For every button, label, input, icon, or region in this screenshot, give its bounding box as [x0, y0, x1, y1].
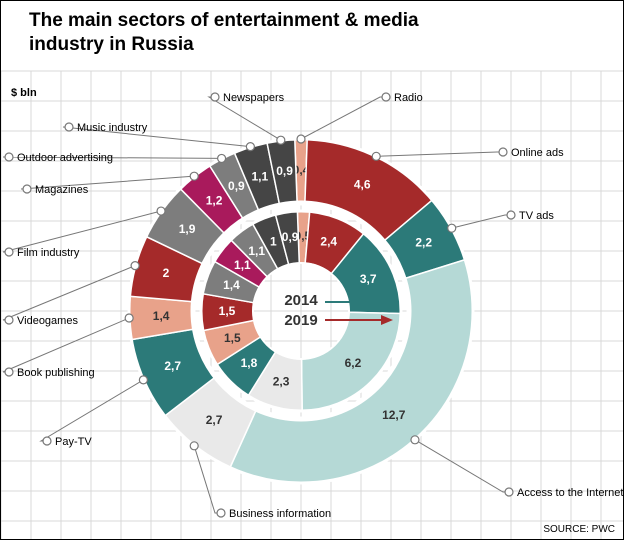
inner-value: 3,7: [360, 272, 377, 286]
leader-node: [65, 123, 73, 131]
sector-label: Business information: [229, 508, 331, 520]
sector-label: Outdoor advertising: [17, 152, 113, 164]
outer-value: 2: [163, 266, 170, 280]
outer-value: 1,9: [179, 222, 196, 236]
inner-value: 1,4: [223, 278, 240, 292]
leader-node: [217, 509, 225, 517]
sector-label: Radio: [394, 92, 423, 104]
outer-value: 2,2: [415, 236, 432, 250]
sector-label: Access to the Internet: [517, 487, 623, 499]
inner-value: 1,1: [248, 244, 265, 258]
source-label: SOURCE: PWC: [543, 524, 615, 535]
unit-label: $ bln: [11, 87, 37, 99]
leader-node: [139, 376, 147, 384]
leader-node: [411, 436, 419, 444]
outer-value: 1,1: [251, 169, 268, 183]
leader-node: [218, 154, 226, 162]
year-outer: 2019: [284, 312, 317, 329]
sector-label: Book publishing: [17, 367, 95, 379]
leader-node: [23, 185, 31, 193]
inner-value: 1,1: [234, 258, 251, 272]
leader: [41, 380, 143, 441]
leader-node: [43, 437, 51, 445]
leader-node: [190, 172, 198, 180]
leader-node: [5, 248, 13, 256]
leader: [3, 211, 161, 252]
outer-value: 4,6: [354, 177, 371, 191]
outer-value: 2,7: [206, 413, 223, 427]
leader: [301, 97, 386, 139]
leader-node: [131, 262, 139, 270]
leader-node: [246, 143, 254, 151]
leader-node: [157, 207, 165, 215]
sector-label: Music industry: [77, 122, 148, 134]
leader: [415, 440, 509, 492]
title-line-2: industry in Russia: [29, 34, 194, 55]
leader-node: [499, 148, 507, 156]
inner-value: 1,5: [224, 331, 241, 345]
sector-label: Magazines: [35, 184, 89, 196]
leader-node: [297, 135, 305, 143]
inner-value: 2,3: [273, 374, 290, 388]
leader-node: [190, 442, 198, 450]
leader-node: [211, 93, 219, 101]
leader: [3, 266, 135, 320]
leader-node: [382, 93, 390, 101]
sector-label: Newspapers: [223, 92, 285, 104]
inner-value: 1,5: [219, 304, 236, 318]
leader-node: [372, 152, 380, 160]
year-inner: 2014: [284, 292, 318, 309]
sector-label: Videogames: [17, 315, 78, 327]
leader-node: [448, 224, 456, 232]
inner-value: 0,9: [282, 230, 299, 244]
leader-node: [507, 211, 515, 219]
inner-value: 6,2: [345, 356, 362, 370]
leader-node: [505, 488, 513, 496]
inner-value: 2,4: [320, 235, 337, 249]
leader-node: [125, 314, 133, 322]
outer-value: 0,9: [276, 164, 293, 178]
outer-value: 0,9: [228, 179, 245, 193]
donut-chart: 0,44,62,212,72,72,71,421,91,20,91,10,90,…: [1, 1, 623, 539]
outer-value: 2,7: [164, 359, 181, 373]
outer-value: 1,4: [153, 309, 170, 323]
inner-value: 1: [270, 235, 277, 249]
sector-label: Film industry: [17, 247, 80, 259]
leader: [376, 152, 503, 156]
inner-value: 1,8: [241, 356, 258, 370]
leader-node: [277, 136, 285, 144]
sector-label: Online ads: [511, 147, 564, 159]
leader-node: [5, 316, 13, 324]
outer-value: 1,2: [206, 193, 223, 207]
sector-label: TV ads: [519, 210, 554, 222]
leader-node: [5, 153, 13, 161]
outer-value: 12,7: [382, 408, 406, 422]
leader-node: [5, 368, 13, 376]
chart-title: The main sectors of entertainment & medi…: [29, 9, 419, 57]
title-line-1: The main sectors of entertainment & medi…: [29, 10, 419, 31]
chart-container: The main sectors of entertainment & medi…: [0, 0, 624, 540]
sector-label: Pay-TV: [55, 436, 92, 448]
